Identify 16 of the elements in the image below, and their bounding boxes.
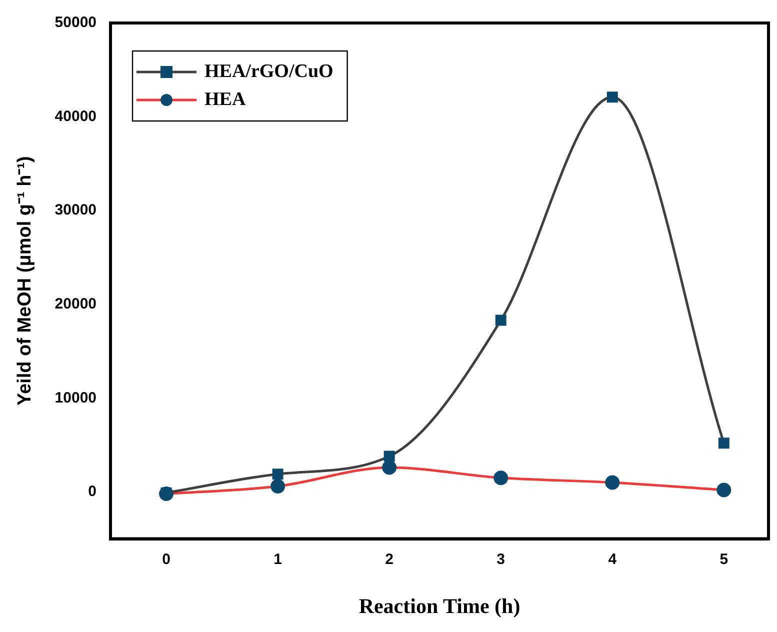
legend-label: HEA/rGO/CuO [204,60,334,82]
x-axis-title: Reaction Time (h) [358,594,520,618]
x-tick-label: 1 [274,550,282,568]
y-tick-label: 20000 [54,295,97,312]
x-tick-label: 5 [720,550,728,568]
y-tick-label: 40000 [54,108,97,125]
y-tick-label: 50000 [54,14,97,32]
y-tick-label: 10000 [54,389,97,406]
y-tick-label: 0 [88,483,97,500]
x-tick-label: 2 [385,550,394,568]
y-tick-label: 30000 [54,202,97,219]
x-tick-label: 4 [608,550,618,568]
y-axis-title: Yeild of MeOH (μmol g⁻¹ h⁻¹) [14,156,36,406]
x-tick-label: 0 [162,550,170,568]
x-tick-label: 3 [496,550,506,568]
legend-label: HEA [204,88,246,110]
